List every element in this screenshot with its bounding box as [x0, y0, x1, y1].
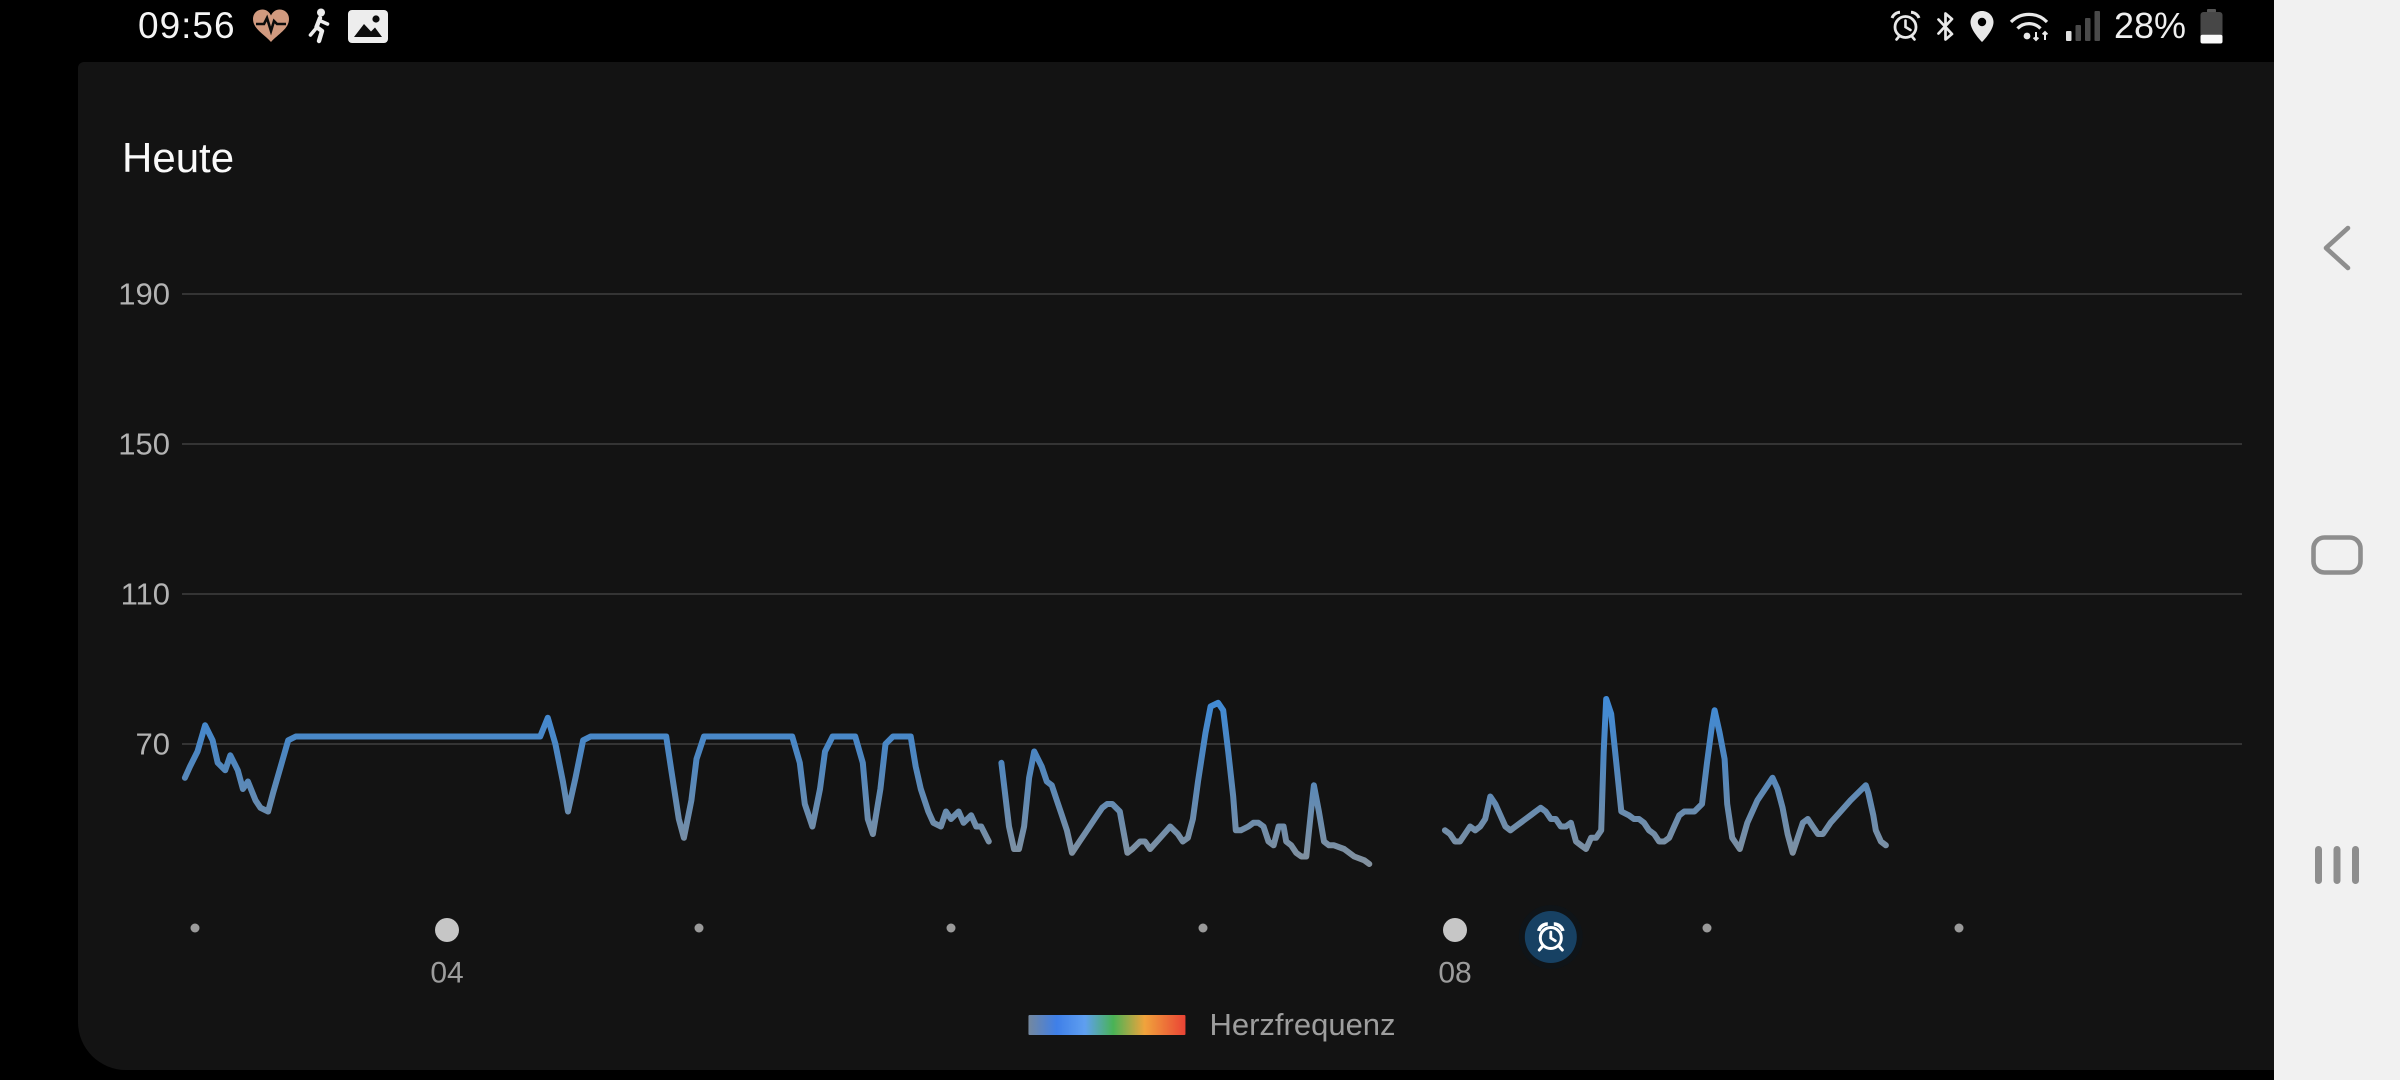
- location-icon: [1970, 10, 1994, 42]
- signal-icon: [2066, 10, 2100, 42]
- x-minor-dot: [1702, 923, 1712, 933]
- alarm-status-icon: [1890, 10, 1921, 42]
- status-bar-left: 09:56: [138, 0, 388, 52]
- x-tick-label: 04: [430, 957, 463, 990]
- x-minor-dot: [694, 923, 704, 933]
- y-tick-label: 190: [118, 277, 170, 312]
- heart-rate-segment: [181, 714, 992, 845]
- heart-rate-chart[interactable]: 190 150 110 70 04 08: [78, 62, 2274, 1070]
- x-tick-label: 08: [1438, 957, 1471, 990]
- y-axis-labels: 190 150 110 70: [118, 277, 170, 762]
- x-minor-dot: [1954, 923, 1964, 933]
- chart-legend: Herzfrequenz: [1028, 1007, 1396, 1043]
- gallery-icon: [347, 9, 388, 43]
- heart-pulse-icon: [252, 8, 290, 44]
- y-tick-label: 70: [136, 727, 170, 762]
- home-button[interactable]: [2274, 495, 2400, 615]
- back-icon: [2320, 224, 2354, 272]
- bluetooth-icon: [1935, 11, 1956, 42]
- heart-rate-line: [181, 696, 1889, 867]
- battery-icon: [2200, 8, 2223, 44]
- heart-rate-segment: [998, 699, 1373, 867]
- runner-icon: [306, 8, 332, 44]
- home-icon: [2311, 535, 2363, 575]
- x-axis: 04 08: [190, 918, 1964, 990]
- recents-icon: [2315, 845, 2359, 885]
- recents-button[interactable]: [2274, 805, 2400, 925]
- back-button[interactable]: [2274, 188, 2400, 308]
- y-tick-label: 150: [118, 427, 170, 462]
- alarm-marker-icon[interactable]: [1518, 905, 1583, 969]
- page-title: Heute: [122, 134, 235, 181]
- x-major-dot: [435, 918, 459, 942]
- heart-rate-segment: [1441, 696, 1889, 856]
- x-minor-dot: [1198, 923, 1208, 933]
- y-tick-label: 110: [121, 577, 170, 612]
- x-minor-dot: [946, 923, 956, 933]
- gridlines: [182, 293, 2242, 745]
- status-bar-right: 28%: [1890, 0, 2223, 52]
- legend-label: Herzfrequenz: [1209, 1007, 1396, 1042]
- battery-percent-label: 28%: [2114, 5, 2187, 46]
- status-time: 09:56: [138, 5, 236, 46]
- x-minor-dot: [190, 923, 200, 933]
- wifi-icon: [2008, 10, 2052, 43]
- x-major-dot: [1443, 918, 1467, 942]
- heart-rate-card: Heute 190 150 110 70 04 08: [78, 62, 2274, 1070]
- navigation-bar: [2274, 0, 2400, 1080]
- legend-gradient-bar: [1028, 1015, 1186, 1035]
